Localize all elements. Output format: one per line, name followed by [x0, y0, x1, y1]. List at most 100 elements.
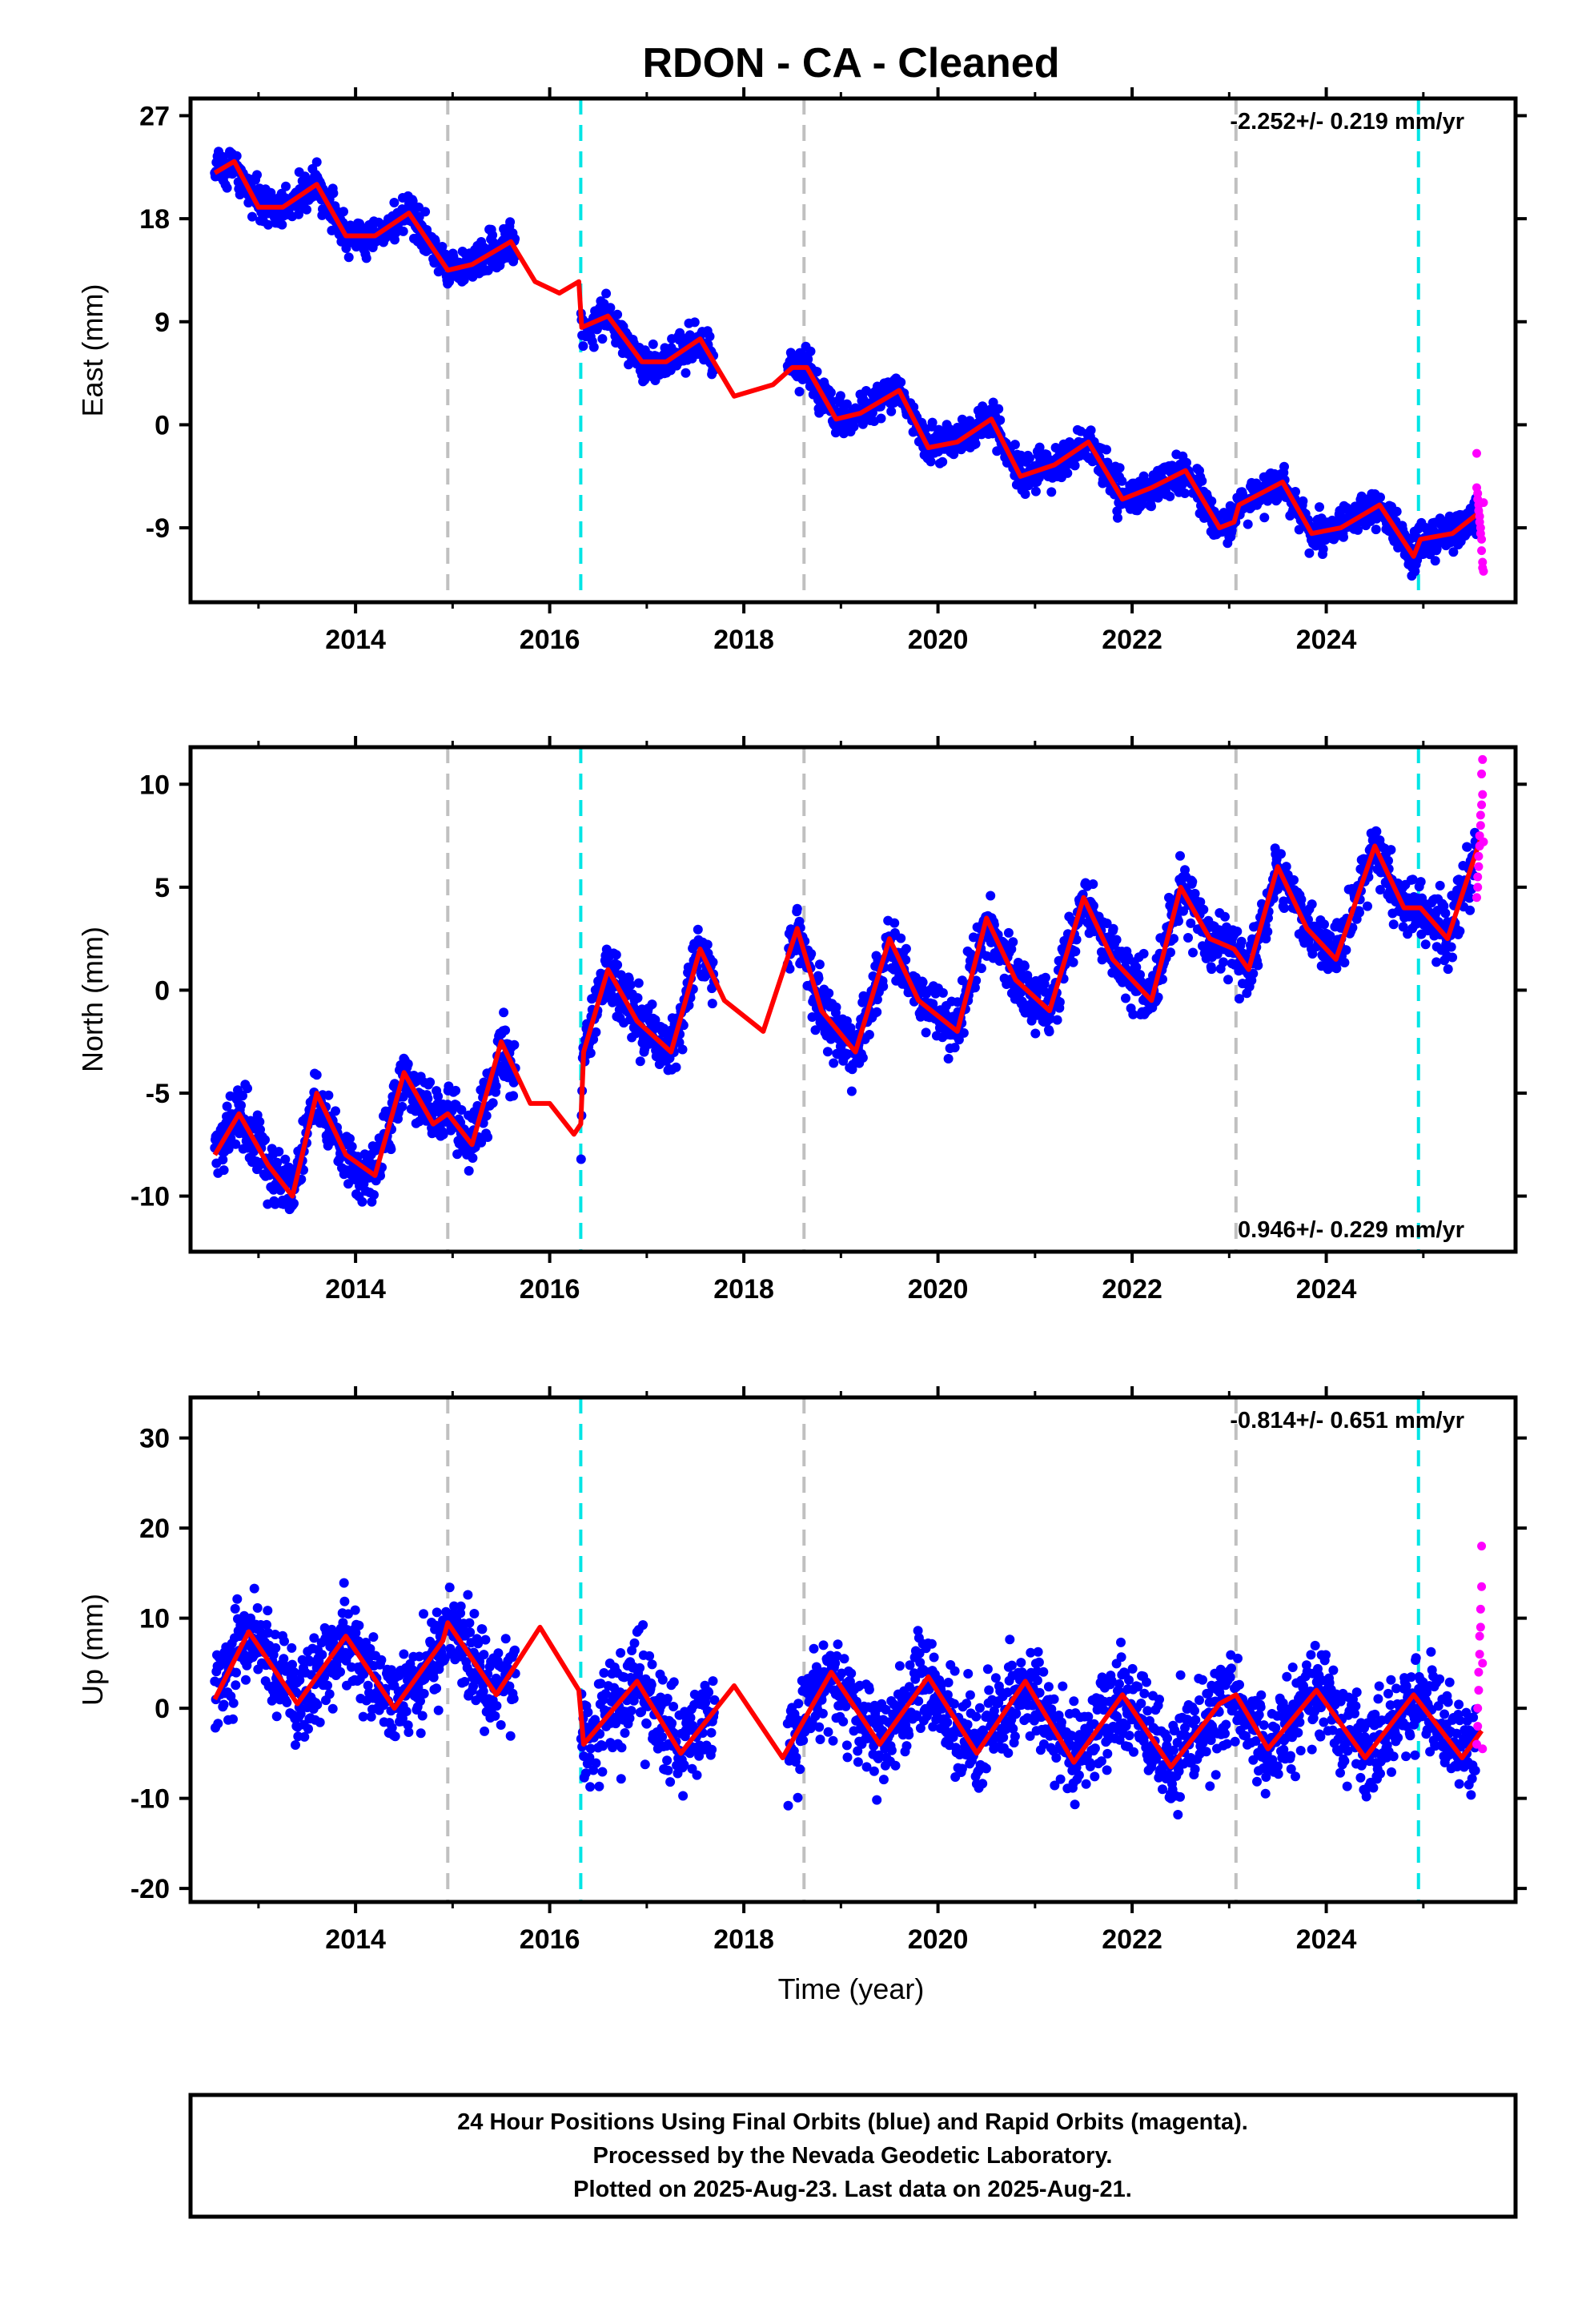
north-final-orbit-point — [1462, 842, 1472, 852]
north-final-orbit-point — [464, 1166, 474, 1176]
east-x-tick-label: 2024 — [1296, 625, 1357, 655]
north-final-orbit-point — [1175, 850, 1185, 861]
east-final-orbit-point — [1243, 519, 1253, 529]
up-final-orbit-point — [419, 1688, 429, 1699]
north-final-orbit-point — [1054, 997, 1065, 1007]
north-final-orbit-point — [499, 1007, 509, 1018]
north-rapid-orbit-point — [1476, 810, 1485, 820]
east-final-orbit-point — [1298, 496, 1308, 506]
north-final-orbit-point — [864, 1030, 874, 1039]
east-final-orbit-point — [835, 391, 845, 401]
north-final-orbit-point — [1440, 908, 1451, 919]
up-final-orbit-point — [219, 1699, 229, 1710]
up-final-orbit-point — [271, 1642, 281, 1653]
east-final-orbit-point — [1010, 440, 1020, 450]
north-final-orbit-point — [872, 995, 882, 1005]
north-final-orbit-point — [921, 1027, 931, 1038]
north-x-tick-label: 2014 — [325, 1274, 386, 1305]
east-y-axis-label: East (mm) — [76, 284, 109, 417]
east-final-orbit-point — [1070, 460, 1080, 471]
north-final-orbit-point — [386, 1144, 396, 1155]
up-final-orbit-point — [365, 1643, 375, 1654]
up-final-orbit-point — [492, 1701, 502, 1711]
east-final-orbit-point — [612, 309, 623, 320]
north-y-tick-label: -5 — [146, 1079, 170, 1109]
east-final-orbit-point — [302, 204, 311, 215]
up-final-orbit-point — [241, 1675, 251, 1685]
east-final-orbit-point — [926, 456, 936, 467]
north-final-orbit-point — [591, 1027, 601, 1037]
up-final-orbit-point — [317, 1650, 327, 1660]
north-final-orbit-point — [481, 1111, 492, 1121]
north-final-orbit-point — [588, 1034, 599, 1044]
east-final-orbit-point — [311, 157, 322, 167]
north-final-orbit-point — [814, 959, 825, 970]
north-final-orbit-point — [1207, 964, 1217, 975]
north-final-orbit-point — [255, 1116, 265, 1127]
north-final-orbit-point — [500, 1025, 511, 1035]
east-x-tick-label: 2020 — [908, 625, 969, 655]
north-final-orbit-point — [236, 1100, 246, 1111]
north-final-orbit-point — [1236, 936, 1247, 947]
north-final-orbit-point — [1195, 897, 1206, 907]
up-final-orbit-point — [279, 1636, 289, 1647]
north-final-orbit-point — [483, 1132, 493, 1142]
east-final-orbit-point — [970, 439, 981, 449]
north-final-orbit-point — [954, 1035, 964, 1045]
up-final-orbit-point — [263, 1606, 273, 1616]
north-final-orbit-point — [650, 1015, 661, 1025]
north-final-orbit-point — [635, 1056, 645, 1067]
north-final-orbit-point — [1169, 934, 1178, 944]
east-rapid-orbit-point — [1472, 448, 1482, 458]
up-final-orbit-point — [339, 1578, 349, 1588]
north-final-orbit-point — [845, 1023, 856, 1033]
east-final-orbit-point — [1146, 501, 1156, 512]
east-plot-frame — [188, 96, 1518, 605]
up-final-orbit-point — [279, 1654, 289, 1664]
east-final-orbit-point — [1016, 450, 1026, 460]
up-final-orbit-point — [324, 1689, 335, 1699]
north-final-orbit-point — [1447, 952, 1458, 963]
east-final-orbit-point — [1153, 493, 1163, 503]
north-final-orbit-point — [456, 1105, 467, 1115]
up-final-orbit-point — [287, 1642, 297, 1653]
east-final-orbit-point — [1375, 493, 1385, 502]
east-y-tick-label: 27 — [139, 101, 170, 131]
north-final-orbit-point — [1248, 968, 1259, 979]
east-rate-label: -2.252+/- 0.219 mm/yr — [1230, 109, 1464, 135]
east-rapid-orbit-point — [1479, 566, 1488, 576]
up-final-orbit-point — [433, 1705, 444, 1715]
north-final-orbit-point — [693, 924, 703, 935]
east-final-orbit-point — [440, 249, 451, 259]
east-final-orbit-point — [1448, 547, 1459, 557]
east-final-orbit-point — [488, 230, 498, 240]
north-final-orbit-point — [403, 1059, 413, 1069]
east-final-orbit-point — [505, 217, 516, 227]
north-final-orbit-point — [958, 1027, 969, 1038]
up-final-orbit-point — [319, 1672, 329, 1683]
up-final-orbit-point — [419, 1609, 428, 1619]
north-final-orbit-point — [1375, 885, 1385, 895]
north-final-orbit-point — [702, 939, 713, 950]
up-final-orbit-point — [500, 1634, 511, 1644]
up-final-orbit-point — [295, 1709, 306, 1719]
up-final-orbit-point — [480, 1726, 490, 1736]
north-rapid-orbit-point — [1472, 893, 1482, 903]
up-final-orbit-point — [464, 1618, 475, 1628]
north-x-tick-label: 2022 — [1102, 1274, 1162, 1305]
north-final-orbit-point — [1339, 958, 1350, 967]
north-final-orbit-point — [829, 1058, 839, 1068]
north-final-orbit-point — [1435, 880, 1445, 891]
north-final-orbit-point — [243, 1084, 252, 1094]
north-final-orbit-point — [491, 1081, 501, 1092]
east-final-orbit-point — [1279, 461, 1289, 472]
up-final-orbit-point — [309, 1633, 319, 1643]
east-final-orbit-point — [841, 399, 852, 409]
east-final-orbit-point — [876, 413, 886, 424]
up-final-orbit-point — [496, 1720, 506, 1730]
up-final-orbit-point — [368, 1632, 379, 1642]
north-final-orbit-point — [223, 1144, 234, 1154]
north-final-orbit-point — [1212, 949, 1223, 959]
north-rapid-orbit-point — [1477, 800, 1487, 810]
